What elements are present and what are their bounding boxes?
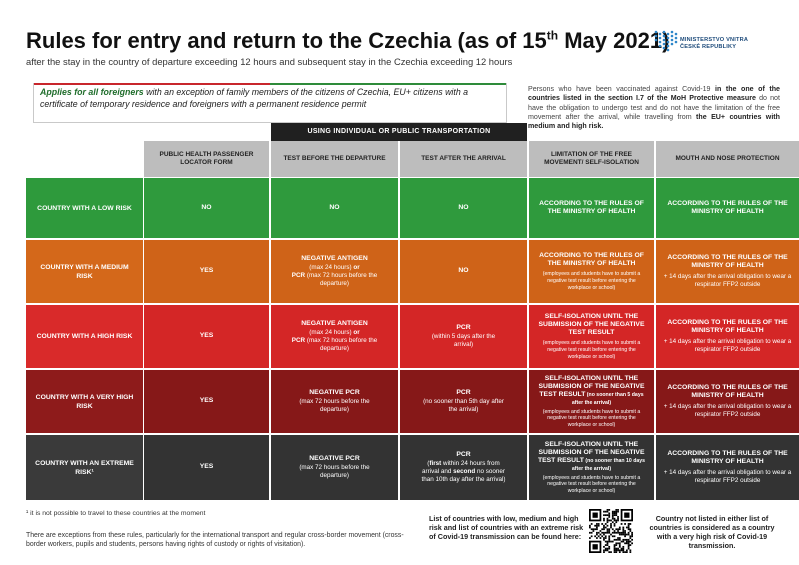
isolation-cell: SELF-ISOLATION UNTIL THE SUBMISSION OF T… [529, 435, 654, 500]
vaccinated-note: Persons who have been vaccinated against… [528, 85, 780, 131]
test-after-cell: PCR (within 5 days after the arrival) [400, 305, 527, 368]
test-before-cell: NEGATIVE ANTIGEN (max 24 hours) or PCR (… [271, 305, 398, 368]
col-header-mask: MOUTH AND NOSE PROTECTION [656, 141, 799, 177]
row-label: COUNTRY WITH A MEDIUM RISK [26, 240, 143, 303]
risk-row-extreme: COUNTRY WITH AN EXTREME RISK¹ YES NEGATI… [26, 435, 799, 500]
transport-band: USING INDIVIDUAL OR PUBLIC TRANSPORTATIO… [271, 123, 527, 141]
risk-row-very-high: COUNTRY WITH A VERY HIGH RISK YES NEGATI… [26, 370, 799, 433]
risk-row-low: COUNTRY WITH A LOW RISK NO NO NO ACCORDI… [26, 178, 799, 238]
row-label: COUNTRY WITH A HIGH RISK [26, 305, 143, 368]
mask-cell: ACCORDING TO THE RULES OF THE MINISTRY O… [656, 240, 799, 303]
test-before-cell: NEGATIVE ANTIGEN (max 24 hours) or PCR (… [271, 240, 398, 303]
isolation-cell: SELF-ISOLATION UNTIL THE SUBMISSION OF T… [529, 305, 654, 368]
test-before-cell: NO [271, 178, 398, 238]
applies-notice: Applies for all foreigners with an excep… [33, 83, 507, 123]
risk-row-medium: COUNTRY WITH A MEDIUM RISK YES NEGATIVE … [26, 240, 799, 303]
test-before-cell: NEGATIVE PCR (max 72 hours before the de… [271, 370, 398, 433]
col-header-isolation: LIMITATION OF THE FREE MOVEMENT/ SELF-IS… [529, 141, 654, 177]
mask-cell: ACCORDING TO THE RULES OF THE MINISTRY O… [656, 305, 799, 368]
isolation-cell: ACCORDING TO THE RULES OF THE MINISTRY O… [529, 178, 654, 238]
plf-cell: NO [144, 178, 269, 238]
row-label: COUNTRY WITH A LOW RISK [26, 178, 143, 238]
isolation-cell: SELF-ISOLATION UNTIL THE SUBMISSION OF T… [529, 370, 654, 433]
plf-cell: YES [144, 240, 269, 303]
row-label: COUNTRY WITH A VERY HIGH RISK [26, 370, 143, 433]
mask-cell: ACCORDING TO THE RULES OF THE MINISTRY O… [656, 370, 799, 433]
exceptions-note: There are exceptions from these rules, p… [26, 532, 404, 548]
test-after-cell: PCR (no sooner than 5th day after the ar… [400, 370, 527, 433]
mask-cell: ACCORDING TO THE RULES OF THE MINISTRY O… [656, 435, 799, 500]
plf-cell: YES [144, 305, 269, 368]
test-before-cell: NEGATIVE PCR (max 72 hours before the de… [271, 435, 398, 500]
ministry-logo-icon [654, 30, 678, 52]
country-lists-note: List of countries with low, medium and h… [429, 514, 584, 541]
test-after-cell: PCR (first within 24 hours from arrival … [400, 435, 527, 500]
isolation-cell: ACCORDING TO THE RULES OF THE MINISTRY O… [529, 240, 654, 303]
risk-row-high: COUNTRY WITH A HIGH RISK YES NEGATIVE AN… [26, 305, 799, 368]
not-listed-note: Country not listed in either list of cou… [649, 514, 775, 550]
page-subtitle: after the stay in the country of departu… [26, 56, 513, 67]
test-after-cell: NO [400, 240, 527, 303]
col-header-test-before: TEST BEFORE THE DEPARTURE [271, 141, 398, 177]
plf-cell: YES [144, 370, 269, 433]
plf-cell: YES [144, 435, 269, 500]
page-title: Rules for entry and return to the Czechi… [26, 28, 670, 53]
qr-code-icon[interactable] [589, 509, 633, 553]
col-header-test-after: TEST AFTER THE ARRIVAL [400, 141, 527, 177]
footnote: ¹ it is not possible to travel to these … [26, 510, 206, 517]
col-header-plf: PUBLIC HEALTH PASSENGER LOCATOR FORM [144, 141, 269, 177]
row-label: COUNTRY WITH AN EXTREME RISK¹ [26, 435, 143, 500]
ministry-logo-text: MINISTERSTVO VNITRA ČESKÉ REPUBLIKY [680, 37, 749, 50]
mask-cell: ACCORDING TO THE RULES OF THE MINISTRY O… [656, 178, 799, 238]
test-after-cell: NO [400, 178, 527, 238]
